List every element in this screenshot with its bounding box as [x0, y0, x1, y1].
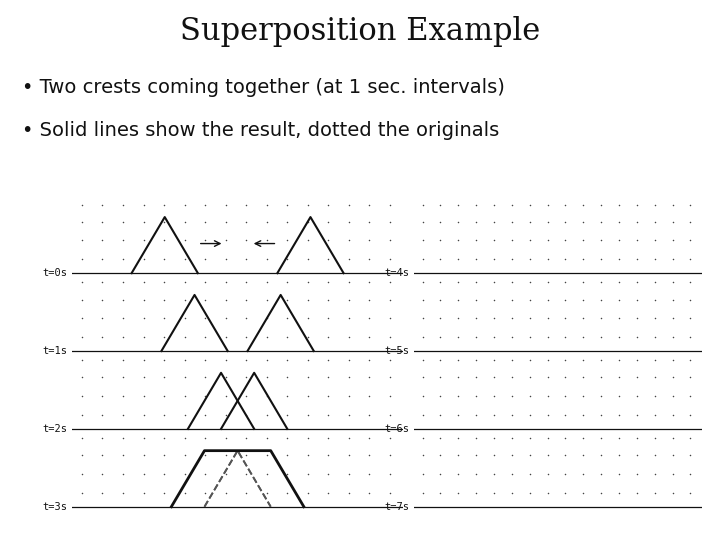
Text: t=3s: t=3s: [42, 502, 67, 512]
Text: t=6s: t=6s: [384, 424, 410, 434]
Text: t=4s: t=4s: [384, 268, 410, 278]
Text: t=2s: t=2s: [42, 424, 67, 434]
Text: • Two crests coming together (at 1 sec. intervals): • Two crests coming together (at 1 sec. …: [22, 78, 505, 97]
Text: t=1s: t=1s: [42, 346, 67, 356]
Text: • Solid lines show the result, dotted the originals: • Solid lines show the result, dotted th…: [22, 122, 499, 140]
Text: t=0s: t=0s: [42, 268, 67, 278]
Text: Superposition Example: Superposition Example: [180, 16, 540, 47]
Text: t=5s: t=5s: [384, 346, 410, 356]
Text: t=7s: t=7s: [384, 502, 410, 512]
